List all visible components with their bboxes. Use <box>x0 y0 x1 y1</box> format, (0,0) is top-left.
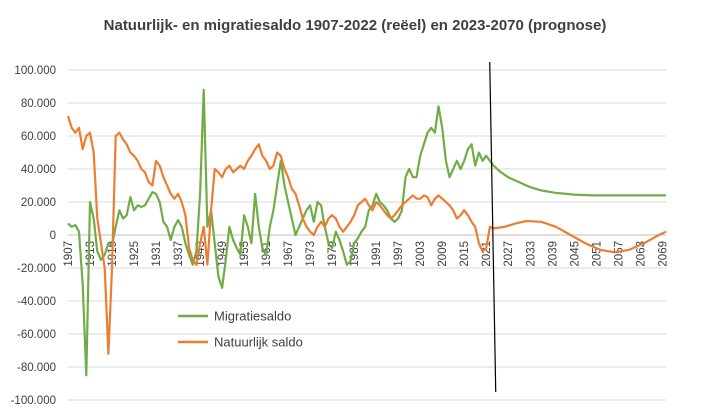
x-tick-label: 2015 <box>459 241 471 267</box>
y-tick-label: -60.000 <box>17 329 56 341</box>
x-tick-label: 1907 <box>63 241 75 267</box>
x-tick-label: 1937 <box>173 241 185 267</box>
y-tick-label: -80.000 <box>17 362 56 374</box>
x-tick-label: 2039 <box>547 241 559 267</box>
y-tick-label: -20.000 <box>17 263 56 275</box>
legend: Migratiesaldo Natuurlijk saldo <box>178 309 303 350</box>
series-line-0 <box>67 88 666 377</box>
x-tick-label: 1931 <box>151 241 163 267</box>
y-tick-label: -40.000 <box>17 296 56 308</box>
y-tick-label: 60.000 <box>21 131 56 143</box>
y-tick-label: 100.000 <box>14 65 56 77</box>
y-tick-label: 80.000 <box>21 98 56 110</box>
x-tick-label: 2009 <box>437 241 449 267</box>
x-tick-label: 2027 <box>503 241 515 267</box>
legend-label: Migratiesaldo <box>214 309 291 324</box>
x-tick-label: 2003 <box>415 241 427 267</box>
x-tick-label: 2063 <box>635 241 647 267</box>
forecast-divider <box>489 61 497 393</box>
series-lines <box>66 88 667 377</box>
x-tick-label: 1925 <box>129 241 141 267</box>
x-tick-label: 2021 <box>481 241 493 267</box>
x-tick-label: 2069 <box>657 241 669 267</box>
y-tick-label: 20.000 <box>21 197 56 209</box>
series-line-1 <box>66 115 667 355</box>
x-tick-label: 2051 <box>591 241 603 267</box>
x-tick-label: 1973 <box>305 241 317 267</box>
forecast-divider-line <box>489 61 497 393</box>
x-tick-label: 1967 <box>283 241 295 267</box>
x-tick-label: 2057 <box>613 241 625 267</box>
y-tick-label: -100.000 <box>11 395 56 407</box>
y-tick-label: 0 <box>50 230 56 242</box>
legend-label: Natuurlijk saldo <box>214 335 303 350</box>
x-tick-label: 1985 <box>349 241 361 267</box>
x-tick-label: 2045 <box>569 241 581 267</box>
y-axis-ticks: 100.000 80.000 60.000 40.000 20.000 0 -20.000 -… <box>11 65 56 407</box>
x-tick-label: 1991 <box>371 241 383 267</box>
x-tick-label: 1913 <box>85 241 97 267</box>
x-tick-label: 2033 <box>525 241 537 267</box>
y-tick-label: 40.000 <box>21 164 56 176</box>
x-axis-ticks: 1907 1913 1919 1925 1931 1937 1943 1949 1955 1961… <box>63 241 669 267</box>
chart-title: Natuurlijk- en migratiesaldo 1907-2022 (… <box>104 17 607 34</box>
x-tick-label: 1997 <box>393 241 405 267</box>
